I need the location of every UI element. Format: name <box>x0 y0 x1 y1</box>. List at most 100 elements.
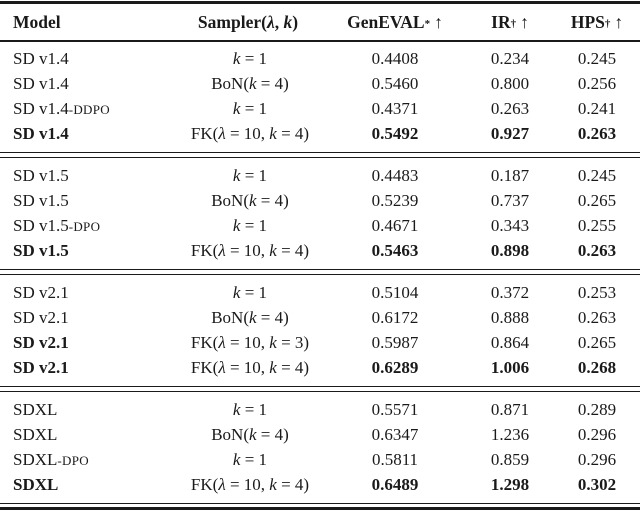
model-cell: SD v2.1 <box>0 305 170 331</box>
ir-value: 1.006 <box>490 358 530 377</box>
math-var: k <box>283 11 293 32</box>
ir-value: 1.236 <box>490 425 530 444</box>
model-suffix: -DPO <box>68 219 101 234</box>
block-divider-rule <box>0 386 640 392</box>
hps-value: 0.265 <box>577 333 617 352</box>
text-segment: = 1 <box>240 99 268 118</box>
ir-value: 0.372 <box>490 283 530 302</box>
table-block: SD v2.1 k = 1 0.5104 0.372 0.253 SD v2.1… <box>0 276 640 385</box>
block-divider-rule <box>0 152 640 158</box>
math-var: k <box>232 450 241 469</box>
model-cell: SDXL-DPO <box>0 447 170 473</box>
ir-value: 0.927 <box>490 124 530 143</box>
model-cell: SD v2.1 <box>0 330 170 356</box>
geneval-value: 0.6347 <box>371 425 419 444</box>
column-header-sampler: Sampler(λ, k) <box>170 12 330 33</box>
text-segment: = 10, <box>225 333 270 352</box>
text-segment: ) <box>292 11 299 32</box>
model-cell: SD v1.5 <box>0 238 170 264</box>
text-segment: BoN( <box>211 191 249 210</box>
hps-value: 0.296 <box>577 425 617 444</box>
sampler-cell: k = 1 <box>170 163 330 189</box>
text-segment: = 10, <box>225 475 270 494</box>
hps-value: 0.263 <box>577 241 617 260</box>
table-row: SD v2.1 BoN(k = 4) 0.6172 0.888 0.263 <box>0 305 640 330</box>
table-block: SDXL k = 1 0.5571 0.871 0.289 SDXL BoN(k… <box>0 393 640 502</box>
geneval-value: 0.5571 <box>371 400 419 419</box>
text-segment: = 4) <box>256 74 289 93</box>
text-segment: = 1 <box>240 283 268 302</box>
text-segment: FK( <box>190 241 219 260</box>
model-cell: SD v2.1 <box>0 355 170 381</box>
up-arrow-icon: ↑ <box>520 11 529 32</box>
text-segment: HPS <box>570 11 605 32</box>
hps-value: 0.289 <box>577 400 617 419</box>
model-name: SD v1.4 <box>13 124 69 143</box>
text-segment: , <box>274 11 284 32</box>
geneval-value: 0.5492 <box>371 124 419 143</box>
text-segment: = 4) <box>276 358 310 377</box>
header-superscript: † <box>510 17 517 30</box>
math-var: k <box>248 308 257 327</box>
text-segment: = 1 <box>240 450 268 469</box>
table-row: SDXL-DPO k = 1 0.5811 0.859 0.296 <box>0 447 640 472</box>
text-segment: = 10, <box>225 241 270 260</box>
table-header-row: Model Sampler(λ, k) GenEVAL* ↑ IR† ↑ HPS† ↑ <box>0 4 640 40</box>
sampler-cell: k = 1 <box>170 280 330 306</box>
geneval-value: 0.4408 <box>371 49 419 68</box>
hps-value: 0.268 <box>577 358 617 377</box>
text-segment: IR <box>491 11 511 32</box>
math-var: λ <box>218 475 226 494</box>
table-row: SD v1.5 BoN(k = 4) 0.5239 0.737 0.265 <box>0 188 640 213</box>
model-name: SD v2.1 <box>13 308 69 327</box>
column-header-ir: IR† ↑ <box>460 12 560 33</box>
column-header-label: Model <box>13 12 61 32</box>
text-segment: = 1 <box>240 400 268 419</box>
text-segment: = 4) <box>276 241 310 260</box>
geneval-value: 0.4483 <box>371 166 419 185</box>
math-var: λ <box>218 358 226 377</box>
math-var: λ <box>266 11 275 32</box>
sampler-cell: FK(λ = 10, k = 3) <box>170 330 330 356</box>
ir-value: 0.800 <box>490 74 530 93</box>
text-segment: = 4) <box>256 191 289 210</box>
block-divider-rule <box>0 269 640 275</box>
hps-value: 0.255 <box>577 216 617 235</box>
column-header-label: HPS <box>571 12 605 32</box>
geneval-value: 0.6289 <box>371 358 419 377</box>
geneval-value: 0.5460 <box>371 74 419 93</box>
model-cell: SD v1.4-DDPO <box>0 96 170 122</box>
math-var: k <box>232 99 241 118</box>
sampler-cell: k = 1 <box>170 96 330 122</box>
text-segment: = 10, <box>225 124 270 143</box>
table-row: SD v1.5 k = 1 0.4483 0.187 0.245 <box>0 163 640 188</box>
model-name: SDXL <box>13 450 58 469</box>
model-name: SD v1.5 <box>13 241 69 260</box>
math-var: k <box>232 166 241 185</box>
math-var: k <box>232 49 241 68</box>
table-row: SD v1.5-DPO k = 1 0.4671 0.343 0.255 <box>0 213 640 238</box>
model-cell: SD v1.5 <box>0 188 170 214</box>
text-segment: = 1 <box>240 166 268 185</box>
table-row: SD v1.4 FK(λ = 10, k = 4) 0.5492 0.927 0… <box>0 121 640 146</box>
text-segment: FK( <box>190 475 219 494</box>
math-var: k <box>248 74 257 93</box>
model-cell: SDXL <box>0 422 170 448</box>
up-arrow-icon: ↑ <box>434 11 443 32</box>
hps-value: 0.245 <box>577 166 617 185</box>
column-header-model: Model <box>0 12 170 33</box>
hps-value: 0.245 <box>577 49 617 68</box>
table-body: SD v1.4 k = 1 0.4408 0.234 0.245 SD v1.4… <box>0 42 640 502</box>
ir-value: 0.888 <box>490 308 530 327</box>
column-header-hps: HPS† ↑ <box>560 12 640 33</box>
hps-value: 0.241 <box>577 99 617 118</box>
ir-value: 0.898 <box>490 241 530 260</box>
model-cell: SD v1.4 <box>0 46 170 72</box>
ir-value: 1.298 <box>490 475 530 494</box>
geneval-value: 0.5463 <box>371 241 419 260</box>
math-var: λ <box>218 124 226 143</box>
math-var: k <box>232 400 241 419</box>
text-segment: = 4) <box>256 308 289 327</box>
model-suffix: -DPO <box>57 453 89 468</box>
ir-value: 0.737 <box>490 191 530 210</box>
